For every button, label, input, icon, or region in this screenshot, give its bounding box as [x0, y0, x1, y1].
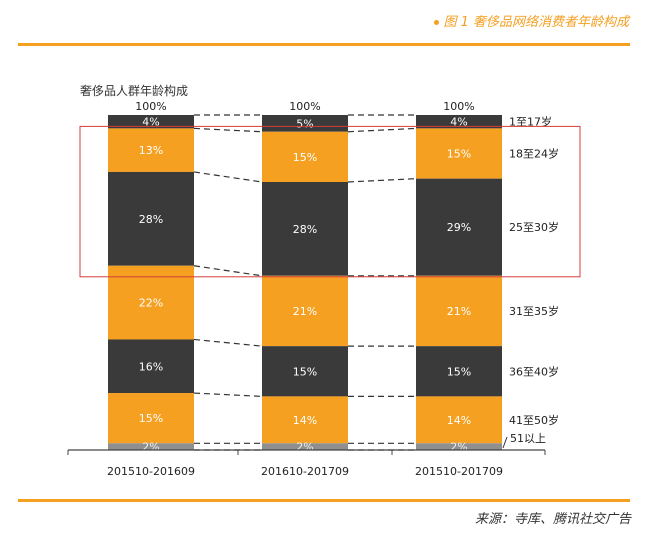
bar-segment — [108, 393, 194, 444]
data-label: 15% — [447, 148, 471, 161]
bar-segment — [262, 182, 348, 276]
data-label: 2% — [450, 441, 467, 454]
bar-segment — [416, 275, 502, 347]
bar-segment — [416, 115, 502, 129]
bar-segment — [262, 131, 348, 182]
connector-line — [347, 127, 417, 133]
data-label: 4% — [450, 116, 467, 129]
bar-segment — [262, 115, 348, 132]
series-label: 31至35岁 — [509, 304, 559, 318]
bar-segment — [416, 396, 502, 444]
series-label-leader — [502, 436, 508, 449]
highlight-box — [79, 125, 581, 278]
data-label: 15% — [293, 365, 317, 378]
total-label: 100% — [135, 100, 166, 113]
data-label: 4% — [142, 116, 159, 129]
bar-segment — [416, 178, 502, 276]
bar-segment — [108, 115, 194, 129]
bar-segment — [108, 171, 194, 266]
data-label: 14% — [447, 414, 471, 427]
data-label: 15% — [447, 365, 471, 378]
chart-title: 奢侈品人群年龄构成 — [80, 84, 189, 98]
category-label: 201610-201709 — [261, 465, 349, 478]
bar-segment — [416, 128, 502, 179]
figure-title: 图 1 奢侈品网络消费者年龄构成 — [434, 11, 629, 30]
series-label: 25至30岁 — [509, 220, 559, 234]
data-label: 29% — [447, 221, 471, 234]
data-label: 22% — [139, 297, 163, 310]
source-note: 来源：寺库、腾讯社交广告 — [474, 512, 631, 527]
bottom-rule — [18, 499, 630, 502]
connector-line — [193, 392, 263, 397]
category-label: 201510-201609 — [107, 465, 195, 478]
bar-segment — [262, 396, 348, 444]
connector-line — [347, 178, 417, 183]
bar-segment — [262, 275, 348, 347]
data-label: 13% — [139, 144, 163, 157]
category-label: 201510-201709 — [415, 465, 503, 478]
data-label: 5% — [296, 117, 313, 130]
series-label: 1至17岁 — [509, 115, 552, 129]
data-label: 21% — [293, 305, 317, 318]
total-label: 100% — [289, 100, 320, 113]
connector-line — [193, 127, 263, 133]
bar-segment — [108, 443, 194, 450]
data-label: 28% — [139, 213, 163, 226]
figure-title-text: 图 1 奢侈品网络消费者年龄构成 — [443, 15, 629, 30]
data-label: 14% — [293, 414, 317, 427]
bar-segment — [416, 346, 502, 397]
bullet-dot-icon — [434, 20, 440, 25]
data-label: 28% — [293, 223, 317, 236]
connector-line — [193, 338, 263, 347]
bar-segment — [262, 443, 348, 450]
bar-segment — [108, 339, 194, 394]
bar-segment — [108, 128, 194, 172]
connector-line — [193, 171, 263, 183]
series-label: 18至24岁 — [509, 147, 559, 161]
bar-segment — [262, 346, 348, 397]
bar-segment — [416, 443, 502, 450]
total-label: 100% — [443, 100, 474, 113]
series-label: 36至40岁 — [509, 364, 559, 378]
series-label: 41至50岁 — [509, 413, 559, 427]
data-label: 16% — [139, 360, 163, 373]
top-rule — [18, 43, 630, 46]
data-label: 2% — [296, 441, 313, 454]
data-label: 15% — [139, 412, 163, 425]
data-label: 15% — [293, 151, 317, 164]
connector-line — [193, 265, 263, 277]
series-label: 51以上 — [510, 432, 546, 445]
bar-segment — [108, 265, 194, 340]
data-label: 21% — [447, 305, 471, 318]
data-label: 2% — [142, 441, 159, 454]
